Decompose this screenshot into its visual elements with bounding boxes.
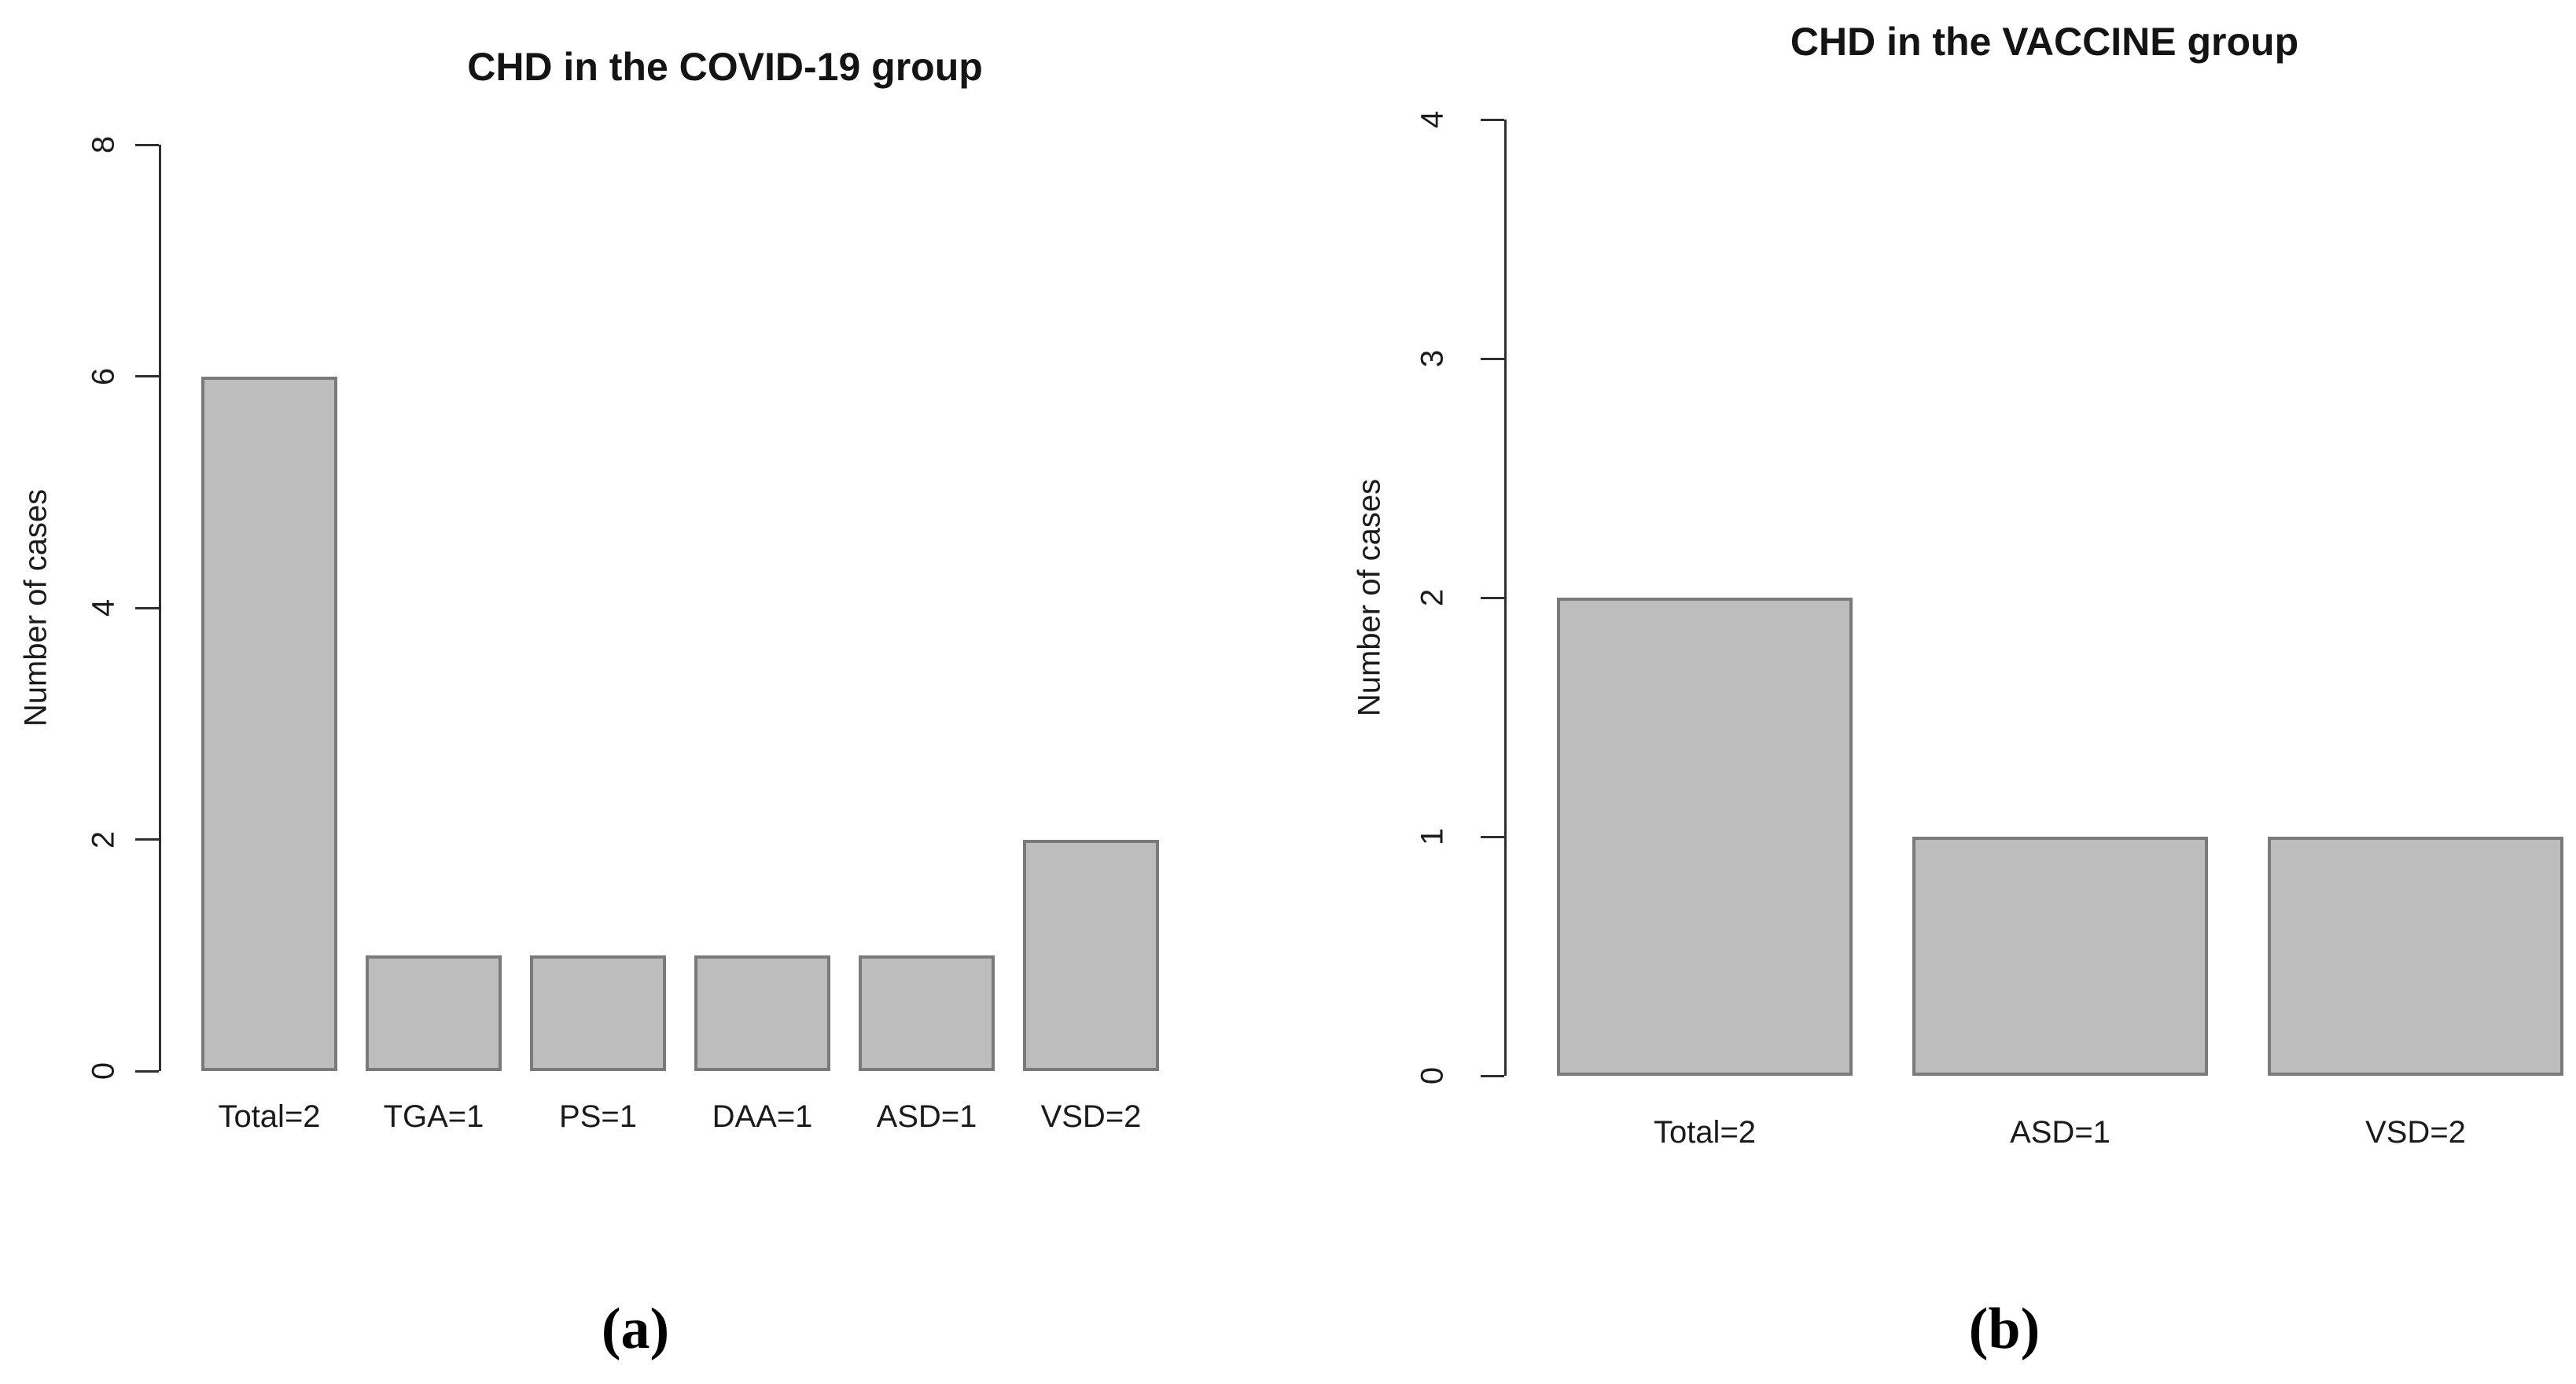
chart-b-y-axis-label: Number of cases xyxy=(1352,478,1387,717)
y-tick-label: 6 xyxy=(86,367,121,385)
x-tick-label: Total=2 xyxy=(1653,1115,1757,1150)
y-tick-label: 0 xyxy=(1415,1066,1450,1085)
y-tick-mark xyxy=(135,838,159,841)
y-tick-mark xyxy=(1481,596,1504,599)
x-tick-label: Total=2 xyxy=(218,1099,321,1134)
y-tick-label: 8 xyxy=(86,135,121,154)
x-tick-label: TGA=1 xyxy=(383,1099,484,1134)
x-tick-label: VSD=2 xyxy=(2365,1115,2466,1150)
y-tick-label: 3 xyxy=(1415,349,1450,368)
bar-DAA=1 xyxy=(694,955,830,1071)
x-tick-label: PS=1 xyxy=(559,1099,637,1134)
y-tick-mark xyxy=(135,143,159,146)
y-tick-mark xyxy=(135,606,159,609)
y-tick-label: 4 xyxy=(1415,110,1450,129)
chart-b-title: CHD in the VACCINE group xyxy=(1790,20,2299,64)
x-tick-label: ASD=1 xyxy=(876,1099,977,1134)
y-tick-label: 1 xyxy=(1415,827,1450,846)
subfigure-caption-b: (b) xyxy=(1968,1297,2041,1361)
bar-Total=2 xyxy=(1557,598,1853,1076)
x-tick-label: ASD=1 xyxy=(2010,1115,2110,1150)
bar-ASD=1 xyxy=(1912,837,2208,1076)
y-tick-mark xyxy=(135,1069,159,1073)
bar-PS=1 xyxy=(530,955,666,1071)
y-tick-mark xyxy=(1481,357,1504,360)
y-tick-label: 2 xyxy=(1415,588,1450,607)
subfigure-caption-a: (a) xyxy=(601,1297,670,1361)
bar-VSD=2 xyxy=(1023,839,1159,1071)
y-tick-mark xyxy=(135,375,159,377)
y-tick-label: 0 xyxy=(86,1062,121,1080)
y-tick-label: 2 xyxy=(86,830,121,848)
chart-a-y-axis-label: Number of cases xyxy=(18,488,53,727)
y-axis-line xyxy=(159,145,161,1071)
x-tick-label: VSD=2 xyxy=(1040,1099,1142,1134)
bar-ASD=1 xyxy=(859,955,995,1071)
bar-TGA=1 xyxy=(366,955,502,1071)
y-axis-line xyxy=(1504,120,1507,1076)
y-tick-label: 4 xyxy=(86,598,121,617)
y-tick-mark xyxy=(1481,118,1504,121)
y-tick-mark xyxy=(1481,1074,1504,1077)
chart-a-title: CHD in the COVID-19 group xyxy=(467,45,983,89)
bar-VSD=2 xyxy=(2268,837,2563,1076)
y-tick-mark xyxy=(1481,835,1504,838)
x-tick-label: DAA=1 xyxy=(712,1099,813,1134)
bar-Total=2 xyxy=(201,376,337,1071)
